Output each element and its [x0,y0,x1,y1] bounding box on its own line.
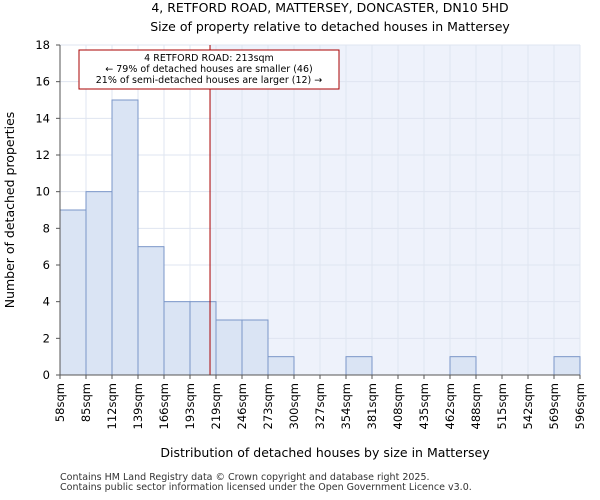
annotation-line2: ← 79% of detached houses are smaller (46… [105,64,312,75]
bar [85,191,113,376]
x-tick-label: 58sqm [53,383,67,422]
x-tick-label: 112sqm [105,383,119,429]
y-tick-labels: 0 2 4 6 8 10 12 14 16 18 [35,38,50,382]
bar [345,356,373,376]
bar [189,301,217,376]
x-tick-labels: 58sqm 85sqm 112sqm 139sqm 166sqm 193sqm 219sqm… [53,383,587,429]
x-tick-label: 462sqm [443,383,457,429]
annotation-border [78,49,340,90]
bar [215,319,243,376]
annotation-line3: 21% of semi-detached houses are larger (… [96,75,323,86]
x-tick-label: 569sqm [547,383,561,429]
y-axis-label: Number of detached properties [2,112,17,309]
x-tick-label: 166sqm [157,383,171,429]
x-tick-label: 219sqm [209,383,223,429]
x-tick-label: 273sqm [261,383,275,429]
y-tick-label: 6 [43,258,50,272]
annotation-line1: 4 RETFORD ROAD: 213sqm [144,53,274,64]
footer-line1: Contains HM Land Registry data © Crown c… [60,472,430,483]
y-tick-label: 8 [43,221,50,235]
x-tick-label: 193sqm [183,383,197,429]
y-tick-label: 2 [43,331,50,345]
y-tick-label: 10 [35,185,50,199]
x-tick-label: 381sqm [365,383,379,429]
bar [267,356,295,376]
y-tick-label: 0 [43,368,50,382]
footer-line2: Contains public sector information licen… [60,482,472,493]
y-tick-label: 4 [43,295,50,309]
bar [111,99,139,376]
y-tick-label: 18 [35,38,50,52]
x-axis-label: Distribution of detached houses by size … [160,445,490,460]
annotation-box: 4 RETFORD ROAD: 213sqm ← 79% of detached… [78,49,340,90]
chart-subtitle: Size of property relative to detached ho… [150,19,510,34]
x-tick-label: 435sqm [417,383,431,429]
y-tick-label: 12 [35,148,50,162]
x-tick-label: 488sqm [469,383,483,429]
bar [449,356,477,376]
bar [553,356,581,376]
y-tick-label: 16 [35,75,50,89]
x-tick-label: 515sqm [495,383,509,429]
axes [56,44,581,379]
bar [241,319,269,376]
y-tick-label: 14 [35,111,50,125]
x-tick-label: 408sqm [391,383,405,429]
x-tick-label: 246sqm [235,383,249,429]
x-tick-label: 139sqm [131,383,145,429]
x-tick-label: 300sqm [287,383,301,429]
x-tick-label: 354sqm [339,383,353,429]
bar [163,301,191,376]
x-tick-label: 85sqm [79,383,93,422]
bar [59,209,87,376]
bar [137,246,165,376]
x-tick-label: 327sqm [313,383,327,429]
x-tick-label: 542sqm [521,383,535,429]
larger-properties-region [210,45,580,375]
x-tick-label: 596sqm [573,383,587,429]
chart-title: 4, RETFORD ROAD, MATTERSEY, DONCASTER, D… [151,0,508,15]
